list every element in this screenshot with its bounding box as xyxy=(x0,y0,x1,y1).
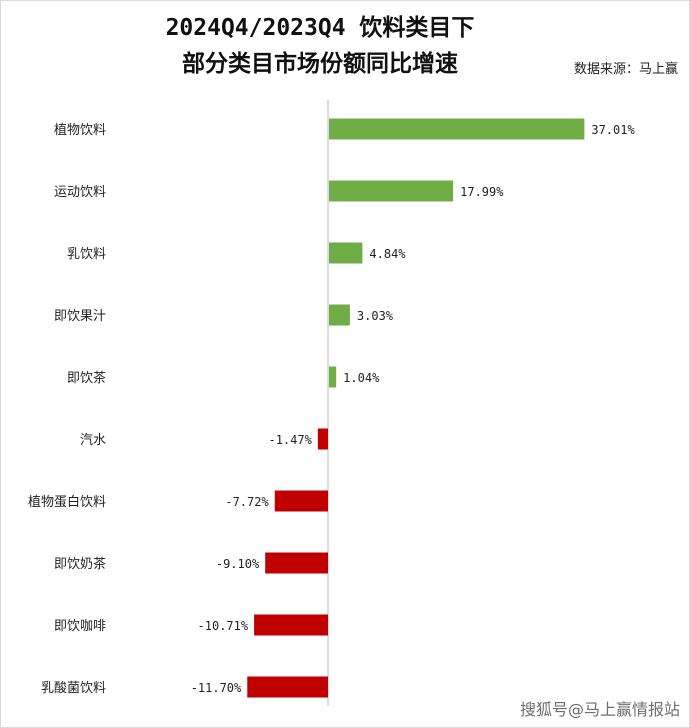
category-label: 乳饮料 xyxy=(67,247,106,262)
category-label: 乳酸菌饮料 xyxy=(41,681,106,696)
bar-6 xyxy=(317,428,328,450)
bar-1 xyxy=(329,118,585,140)
data-label: 4.84% xyxy=(369,247,406,261)
category-label: 即饮奶茶 xyxy=(54,556,106,572)
data-label: 1.04% xyxy=(343,371,380,385)
data-label: -1.47% xyxy=(268,433,312,447)
source-note: 数据来源：马上赢 xyxy=(573,62,678,77)
bar-5 xyxy=(329,366,337,388)
bar-7 xyxy=(274,490,328,512)
data-label: -10.71% xyxy=(198,619,249,633)
bar-3 xyxy=(329,242,363,264)
bar-9 xyxy=(254,614,328,636)
category-label: 即饮果汁 xyxy=(54,309,106,324)
bar-8 xyxy=(265,552,328,574)
bar-2 xyxy=(329,180,454,202)
data-label: -11.70% xyxy=(191,681,242,695)
category-label: 即饮咖啡 xyxy=(54,619,106,634)
data-label: 3.03% xyxy=(357,309,394,323)
bar-10 xyxy=(247,676,328,698)
category-label: 汽水 xyxy=(80,433,106,448)
bar-4 xyxy=(329,304,350,326)
category-label: 植物饮料 xyxy=(54,123,106,138)
chart-title: 2024Q4/2023Q4 饮料类目下 部分类目市场份额同比增速 xyxy=(140,10,500,82)
data-label: -9.10% xyxy=(216,557,260,571)
chart-title-line2: 部分类目市场份额同比增速 xyxy=(182,51,458,77)
data-label: -7.72% xyxy=(225,495,269,509)
chart-title-line1: 2024Q4/2023Q4 饮料类目下 xyxy=(165,15,475,41)
data-label: 17.99% xyxy=(460,185,504,199)
category-label: 植物蛋白饮料 xyxy=(28,494,106,510)
category-label: 运动饮料 xyxy=(54,185,106,200)
data-label: 37.01% xyxy=(591,123,635,137)
watermark: 搜狐号@马上赢情报站 xyxy=(519,700,680,719)
category-label: 即饮茶 xyxy=(67,370,106,386)
